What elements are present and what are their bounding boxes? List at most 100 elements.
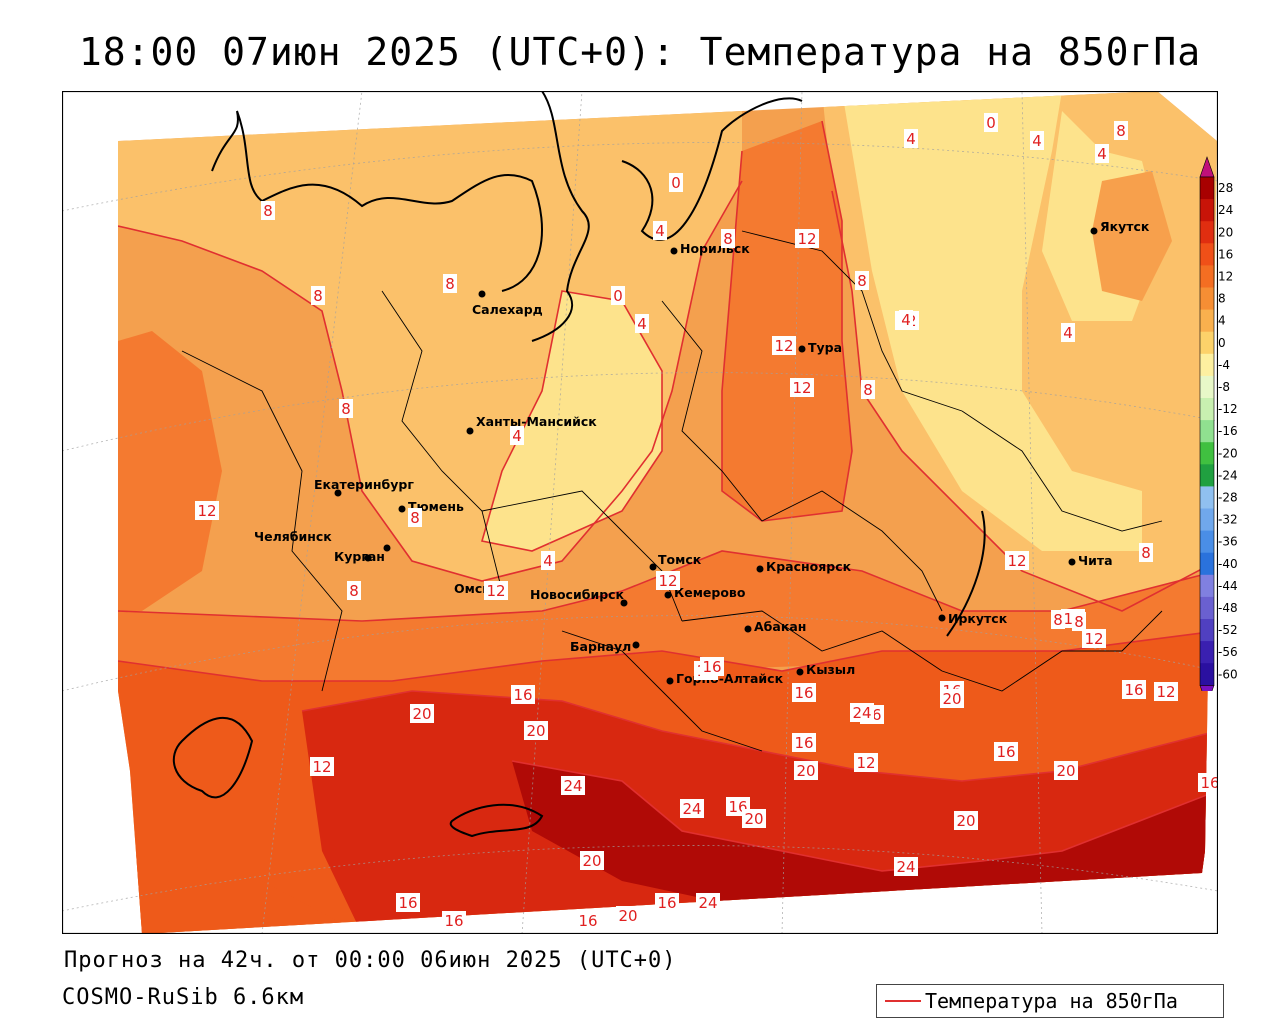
isotherm-label-bg	[524, 721, 548, 740]
band-0-4-east	[842, 91, 1142, 551]
city-label: Барнаул	[570, 639, 631, 654]
colorbar-tick-label: 16	[1218, 247, 1233, 261]
forecast-info: Прогноз на 42ч. от 00:00 06июн 2025 (UTC…	[64, 948, 677, 973]
colorbar-tick-label: -36	[1218, 535, 1238, 549]
isotherm-label-bg	[195, 501, 219, 520]
isotherm-label-bg	[794, 761, 818, 780]
legend-label: Температура на 850гПа	[925, 989, 1178, 1013]
isotherm-label-bg	[396, 893, 420, 912]
isotherm-label: 20	[582, 852, 601, 870]
isotherm-label-bg	[742, 809, 766, 828]
city-label: Кемерово	[674, 585, 746, 600]
isotherm-label-bg	[410, 704, 434, 723]
isotherm-label-bg	[261, 201, 275, 220]
isotherm-label-bg	[1154, 682, 1178, 701]
isotherm-label: 12	[312, 758, 331, 776]
isotherm-label: 0	[986, 114, 996, 132]
city-label: Тура	[808, 340, 842, 355]
isotherm-label-bg	[700, 657, 724, 676]
colorbar-tick-label: 8	[1218, 292, 1226, 306]
city-label: Ханты-Мансийск	[476, 414, 597, 429]
city-label: Екатеринбург	[314, 477, 414, 492]
isotherm-label-bg	[854, 753, 878, 772]
isotherm-label-bg	[669, 173, 683, 192]
colorbar-tick-label: -28	[1218, 490, 1238, 504]
isotherm-label-bg	[772, 336, 796, 355]
colorbar-band	[1200, 199, 1214, 222]
colorbar-tick-label: -52	[1218, 623, 1238, 637]
isotherm-label: 4	[906, 130, 916, 148]
isotherm-labels: 8880481204048441281281244844812812121620…	[195, 113, 1218, 930]
isotherm-label: 16	[578, 912, 597, 930]
isotherm-label: 4	[901, 311, 911, 329]
isotherm-label: 8	[723, 230, 733, 248]
isotherm-label: 24	[698, 894, 717, 912]
colorbar-band	[1200, 442, 1214, 465]
colorbar-bands	[1199, 156, 1215, 691]
isotherm-label-bg	[850, 703, 874, 722]
isotherm-label: 16	[996, 743, 1015, 761]
city-label: Курган	[334, 549, 385, 564]
isotherm-label-bg	[899, 310, 913, 329]
colorbar-tick-label: 0	[1218, 336, 1226, 350]
isotherm-label: 8	[313, 287, 323, 305]
colorbar-band	[1200, 221, 1214, 244]
isotherm-label: 12	[1007, 552, 1026, 570]
colorbar-tick-label: -44	[1218, 579, 1238, 593]
band-16-20-tail	[118, 851, 362, 934]
isotherm-label: 24	[682, 800, 701, 818]
colorbar-band	[1200, 619, 1214, 642]
city-label: Омск	[454, 581, 491, 596]
colorbar-band	[1200, 663, 1214, 686]
isotherm-label-bg	[580, 851, 604, 870]
colorbar-band	[1200, 486, 1214, 509]
isotherm-label-bg	[1082, 629, 1106, 648]
isotherm-label-bg	[1054, 761, 1078, 780]
coastline	[172, 91, 986, 838]
isotherm-label-bg	[616, 906, 640, 925]
city-label: Норильск	[680, 241, 750, 256]
isotherm-label-bg	[994, 742, 1018, 761]
colorbar-tick-label: 28	[1218, 181, 1233, 195]
colorbar-tick-label: -20	[1218, 446, 1238, 460]
isotherm-label-bg	[696, 893, 720, 912]
isotherm-label: 12	[792, 379, 811, 397]
isotherm-label-bg	[1139, 543, 1153, 562]
colorbar-band	[1200, 265, 1214, 288]
isotherm-label-bg	[611, 286, 625, 305]
isotherm-label: 8	[1141, 544, 1151, 562]
isotherm-label-bg	[894, 857, 918, 876]
isotherm-label: 12	[1156, 683, 1175, 701]
isotherm-label: 12	[1084, 630, 1103, 648]
colorbar-band	[1200, 287, 1214, 311]
temperature-field	[118, 91, 1217, 934]
city-label: Кызыл	[806, 662, 855, 677]
isotherm-label: 24	[896, 858, 915, 876]
temperature-map: Салехард Норильск Якутск Тура Ханты-Манс…	[62, 91, 1218, 934]
legend-line-swatch	[885, 1000, 921, 1002]
isotherm-label-bg	[311, 286, 325, 305]
isotherm-label-bg	[339, 399, 353, 418]
city-label: Томск	[658, 552, 702, 567]
city-label: Чита	[1078, 553, 1113, 568]
colorbar-band	[1200, 641, 1214, 664]
isotherm-label-bg	[635, 314, 649, 333]
isotherm-label: 4	[512, 427, 522, 445]
isotherm-label: 4	[1097, 145, 1107, 163]
isotherm-label: 8	[863, 381, 873, 399]
city-label: Красноярск	[766, 559, 852, 574]
isotherm-label-bg	[484, 581, 508, 600]
colorbar-band	[1200, 309, 1214, 333]
isotherm-label-bg	[1198, 773, 1218, 792]
isotherm-label: 4	[655, 222, 665, 240]
isotherm-label-bg	[511, 685, 535, 704]
legend-box: Температура на 850гПа	[876, 984, 1224, 1018]
colorbar-tick-label: -40	[1218, 557, 1238, 571]
isotherm-label-bg	[653, 221, 667, 240]
colorbar-tick-label: 4	[1218, 314, 1226, 328]
isotherm-label-bg	[1095, 144, 1109, 163]
city-label: Челябинск	[254, 529, 332, 544]
isotherm-label: 12	[774, 337, 793, 355]
colorbar-ticks: 28 24 20 16 12 8 4 0 -4 -8 -12 -16 -20 -24 -28 -32 -36 -4…	[1218, 181, 1238, 681]
colorbar-tick-label: -60	[1218, 667, 1238, 681]
